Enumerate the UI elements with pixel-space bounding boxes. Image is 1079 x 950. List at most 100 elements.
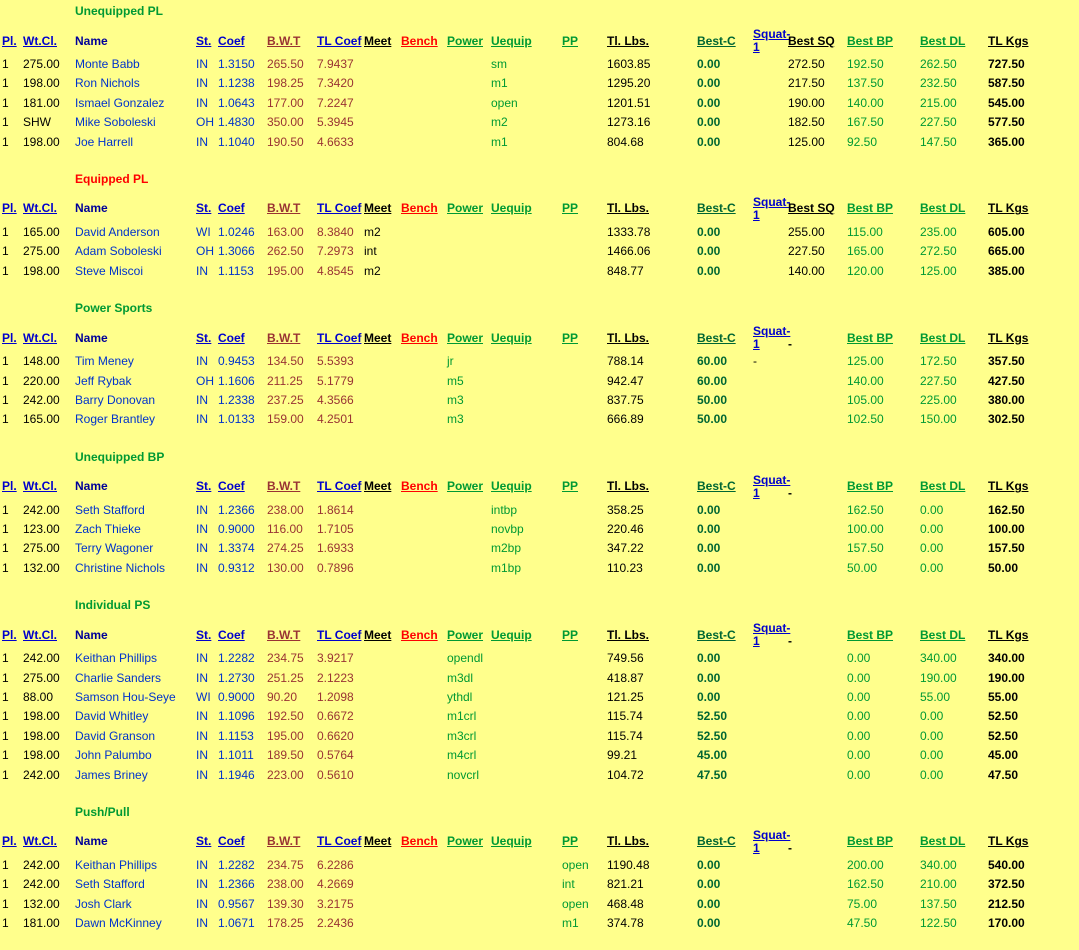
col-header-squat1[interactable]: Squat-1 (753, 194, 791, 222)
col-header-bestdl[interactable]: Best DL (920, 479, 966, 494)
col-header-tllbs[interactable]: Tl. Lbs. (607, 201, 649, 216)
col-header-uequip[interactable]: Uequip (491, 479, 532, 494)
col-header-bestc[interactable]: Best-C (697, 201, 736, 216)
col-header-tlcoef[interactable]: TL Coef (317, 627, 362, 642)
col-header-power[interactable]: Power (447, 627, 484, 642)
col-header-uequip[interactable]: Uequip (491, 627, 532, 642)
col-header-bestdl[interactable]: Best DL (920, 834, 966, 849)
col-header-tllbs[interactable]: Tl. Lbs. (607, 627, 649, 642)
col-header-st[interactable]: St. (196, 330, 212, 345)
col-header-tlkgs[interactable]: TL Kgs (988, 33, 1029, 48)
col-header-bestsq[interactable]: Best SQ (788, 201, 835, 216)
col-header-squat1[interactable]: Squat-1 (753, 324, 791, 352)
col-header-wtcl[interactable]: Wt.Cl. (23, 479, 57, 494)
col-header-coef[interactable]: Coef (218, 627, 245, 642)
col-header-tlcoef[interactable]: TL Coef (317, 834, 362, 849)
col-header-st[interactable]: St. (196, 201, 212, 216)
col-header-meet[interactable]: Meet (364, 201, 392, 216)
col-header-bestbp[interactable]: Best BP (847, 834, 894, 849)
col-header-coef[interactable]: Coef (218, 330, 245, 345)
col-header-tlkgs[interactable]: TL Kgs (988, 834, 1029, 849)
col-header-uequip[interactable]: Uequip (491, 834, 532, 849)
col-header-coef[interactable]: Coef (218, 834, 245, 849)
col-header-bestbp[interactable]: Best BP (847, 479, 894, 494)
col-header-pl[interactable]: Pl. (2, 330, 17, 345)
col-header-bwt[interactable]: B.W.T (267, 330, 301, 345)
col-header-meet[interactable]: Meet (364, 834, 392, 849)
col-header-st[interactable]: St. (196, 33, 212, 48)
col-header-tlkgs[interactable]: TL Kgs (988, 627, 1029, 642)
col-header-tlcoef[interactable]: TL Coef (317, 330, 362, 345)
col-header-bench[interactable]: Bench (401, 479, 438, 494)
col-header-meet[interactable]: Meet (364, 479, 392, 494)
col-header-pl[interactable]: Pl. (2, 33, 17, 48)
col-header-pl[interactable]: Pl. (2, 201, 17, 216)
col-header-coef[interactable]: Coef (218, 33, 245, 48)
col-header-coef[interactable]: Coef (218, 479, 245, 494)
col-header-bwt[interactable]: B.W.T (267, 201, 301, 216)
col-header-tllbs[interactable]: Tl. Lbs. (607, 479, 649, 494)
col-header-power[interactable]: Power (447, 33, 484, 48)
col-header-bwt[interactable]: B.W.T (267, 479, 301, 494)
col-header-wtcl[interactable]: Wt.Cl. (23, 201, 57, 216)
col-header-tllbs[interactable]: Tl. Lbs. (607, 834, 649, 849)
col-header-bestc[interactable]: Best-C (697, 330, 736, 345)
col-header-pp[interactable]: PP (562, 33, 579, 48)
col-header-meet[interactable]: Meet (364, 33, 392, 48)
col-header-pp[interactable]: PP (562, 479, 579, 494)
col-header-bench[interactable]: Bench (401, 627, 438, 642)
col-header-pl[interactable]: Pl. (2, 627, 17, 642)
col-header-tllbs[interactable]: Tl. Lbs. (607, 330, 649, 345)
col-header-squat1[interactable]: Squat-1 (753, 827, 791, 855)
col-header-st[interactable]: St. (196, 627, 212, 642)
col-header-st[interactable]: St. (196, 479, 212, 494)
col-header-tlkgs[interactable]: TL Kgs (988, 201, 1029, 216)
col-header-pp[interactable]: PP (562, 201, 579, 216)
col-header-bwt[interactable]: B.W.T (267, 834, 301, 849)
col-header-power[interactable]: Power (447, 201, 484, 216)
col-header-wtcl[interactable]: Wt.Cl. (23, 330, 57, 345)
col-header-tlkgs[interactable]: TL Kgs (988, 330, 1029, 345)
col-header-bestdl[interactable]: Best DL (920, 627, 966, 642)
col-header-squat1[interactable]: Squat-1 (753, 472, 791, 500)
col-header-wtcl[interactable]: Wt.Cl. (23, 33, 57, 48)
col-header-power[interactable]: Power (447, 834, 484, 849)
col-header-pl[interactable]: Pl. (2, 834, 17, 849)
col-header-bestsq[interactable]: Best SQ (788, 33, 835, 48)
col-header-st[interactable]: St. (196, 834, 212, 849)
col-header-bench[interactable]: Bench (401, 33, 438, 48)
col-header-pp[interactable]: PP (562, 627, 579, 642)
col-header-uequip[interactable]: Uequip (491, 201, 532, 216)
col-header-tlkgs[interactable]: TL Kgs (988, 479, 1029, 494)
col-header-bestbp[interactable]: Best BP (847, 33, 894, 48)
col-header-tlcoef[interactable]: TL Coef (317, 201, 362, 216)
col-header-pp[interactable]: PP (562, 834, 579, 849)
col-header-bestbp[interactable]: Best BP (847, 330, 894, 345)
col-header-meet[interactable]: Meet (364, 627, 392, 642)
col-header-bestdl[interactable]: Best DL (920, 330, 966, 345)
col-header-bestbp[interactable]: Best BP (847, 201, 894, 216)
col-header-tllbs[interactable]: Tl. Lbs. (607, 33, 649, 48)
col-header-pl[interactable]: Pl. (2, 479, 17, 494)
col-header-pp[interactable]: PP (562, 330, 579, 345)
col-header-uequip[interactable]: Uequip (491, 330, 532, 345)
col-header-tlcoef[interactable]: TL Coef (317, 33, 362, 48)
col-header-bestdl[interactable]: Best DL (920, 33, 966, 48)
col-header-wtcl[interactable]: Wt.Cl. (23, 834, 57, 849)
col-header-meet[interactable]: Meet (364, 330, 392, 345)
col-header-bench[interactable]: Bench (401, 834, 438, 849)
col-header-squat1[interactable]: Squat-1 (753, 621, 791, 649)
col-header-bestc[interactable]: Best-C (697, 627, 736, 642)
col-header-tlcoef[interactable]: TL Coef (317, 479, 362, 494)
col-header-bwt[interactable]: B.W.T (267, 627, 301, 642)
col-header-bestc[interactable]: Best-C (697, 834, 736, 849)
col-header-power[interactable]: Power (447, 330, 484, 345)
col-header-squat1[interactable]: Squat-1 (753, 27, 791, 54)
col-header-wtcl[interactable]: Wt.Cl. (23, 627, 57, 642)
col-header-bestc[interactable]: Best-C (697, 479, 736, 494)
col-header-bench[interactable]: Bench (401, 330, 438, 345)
col-header-bwt[interactable]: B.W.T (267, 33, 301, 48)
col-header-bench[interactable]: Bench (401, 201, 438, 216)
col-header-bestdl[interactable]: Best DL (920, 201, 966, 216)
col-header-bestbp[interactable]: Best BP (847, 627, 894, 642)
